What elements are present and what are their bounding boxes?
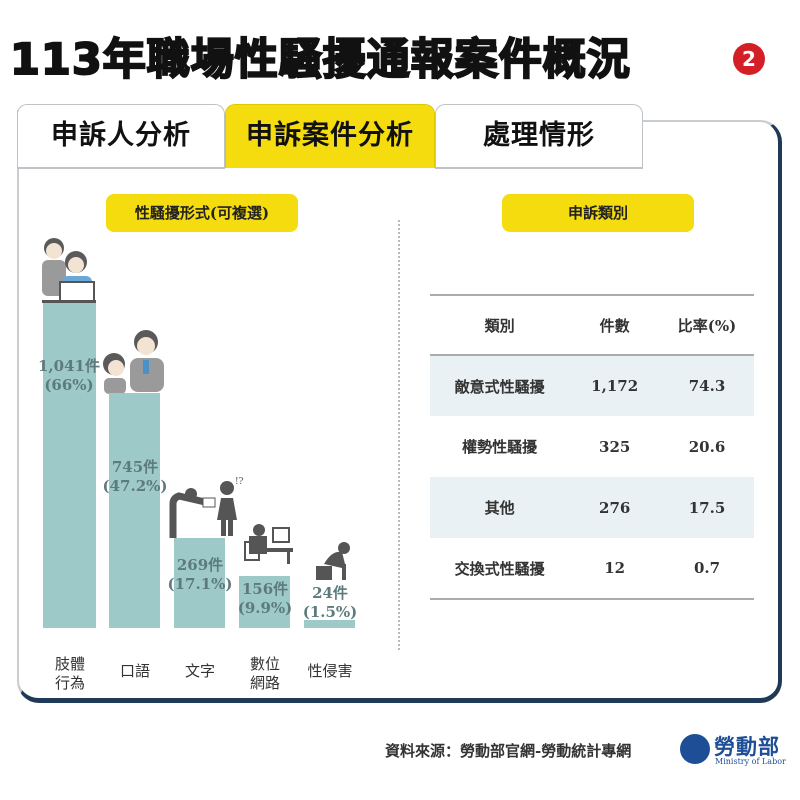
logo-name: 勞動部 xyxy=(714,734,780,759)
table-cell: 交換式性騷擾 xyxy=(454,559,545,578)
complaint-category-heading: 申訴類別 xyxy=(502,194,694,232)
table-row: 交換式性騷擾 12 0.7 xyxy=(430,538,754,599)
table-cell: 敵意式性騷擾 xyxy=(430,355,570,416)
table-cell: 20.6 xyxy=(688,437,726,456)
tab-underline xyxy=(17,167,225,169)
bar-text xyxy=(174,538,225,628)
table-cell: 0.7 xyxy=(693,559,721,577)
conversation-icon xyxy=(103,330,164,394)
bar-value-label: 269件 (17.1%) xyxy=(167,556,233,593)
panel-divider xyxy=(398,220,400,650)
distressed-person-icon xyxy=(316,542,350,580)
category-label: 文字 xyxy=(184,662,215,680)
data-source: 資料來源：勞動部官網-勞動統計專網 xyxy=(385,742,632,760)
office-workers-icon xyxy=(42,238,96,303)
table-row: 敵意式性騷擾 1,172 74.3 xyxy=(430,355,754,416)
text-message-icon: !? xyxy=(169,477,244,538)
ministry-logo: 勞動部 Ministry of Labor xyxy=(680,731,790,771)
table-row: 權勢性騷擾 325 20.6 xyxy=(430,416,754,477)
bar-value-label: 1,041件 (66%) xyxy=(38,357,100,394)
computer-user-icon xyxy=(244,524,293,564)
svg-text:!?: !? xyxy=(235,477,244,487)
category-label: 肢體 行為 xyxy=(54,655,85,692)
logo-subtitle: Ministry of Labor xyxy=(715,757,786,766)
category-label: 性侵害 xyxy=(307,662,353,680)
column-header: 件數 xyxy=(569,295,661,356)
tab-case-analysis[interactable]: 申訴案件分析 xyxy=(225,104,435,168)
table-header-row: 類別 件數 比率(%) xyxy=(430,295,754,356)
category-label: 數位 網路 xyxy=(249,655,280,692)
tab-handling-status[interactable]: 處理情形 xyxy=(435,104,643,168)
bar-value-label: 156件 (9.9%) xyxy=(237,580,293,617)
table-cell: 其他 xyxy=(430,477,570,538)
bar-sexual-assault xyxy=(304,620,355,628)
complaint-category-table: 類別 件數 比率(%) 敵意式性騷擾 1,172 74.3 權勢性騷擾 325 … xyxy=(430,294,754,600)
bar-value-label: 745件 (47.2%) xyxy=(102,458,168,495)
tab-underline xyxy=(435,167,643,169)
table-cell: 17.5 xyxy=(660,477,754,538)
bar-value-label: 24件 (1.5%) xyxy=(302,584,358,621)
table-cell: 276 xyxy=(569,477,661,538)
tab-complainant-analysis[interactable]: 申訴人分析 xyxy=(17,104,225,168)
table-cell: 權勢性騷擾 xyxy=(462,438,538,456)
table-cell: 74.3 xyxy=(660,355,754,416)
ministry-emblem-icon xyxy=(680,734,710,764)
table-row: 其他 276 17.5 xyxy=(430,477,754,538)
table-cell: 1,172 xyxy=(569,355,661,416)
column-header: 比率(%) xyxy=(660,295,754,356)
column-header: 類別 xyxy=(430,295,570,356)
table-cell: 325 xyxy=(599,437,631,456)
bar-digital xyxy=(239,576,290,628)
bar-physical xyxy=(43,303,96,628)
page-title: 113年職場性騷擾通報案件概況 xyxy=(9,34,631,86)
bar-verbal xyxy=(109,393,160,628)
category-label: 口語 xyxy=(119,662,150,680)
page-number-badge: 2 xyxy=(733,43,765,75)
table-cell: 12 xyxy=(604,559,626,577)
harassment-form-heading: 性騷擾形式(可複選) xyxy=(106,194,298,232)
